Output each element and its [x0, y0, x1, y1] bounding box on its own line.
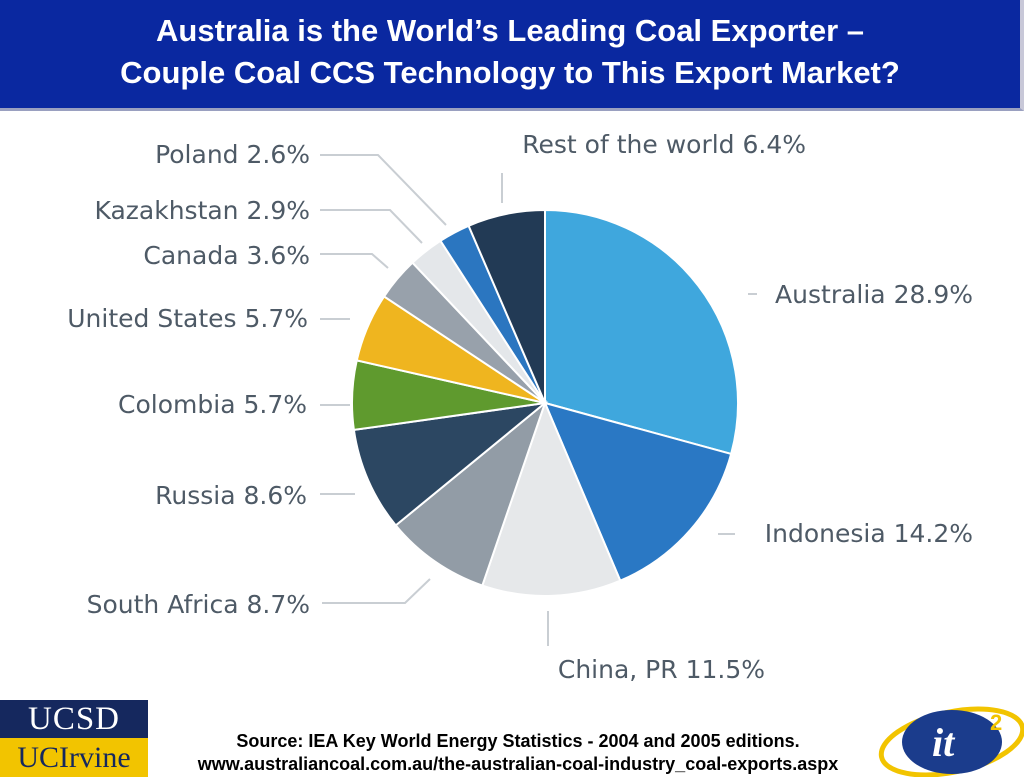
- it2-logo: it 2: [878, 706, 1024, 777]
- pie-slice-4: [394, 399, 548, 587]
- slice-label-1: Australia 28.9%: [775, 280, 973, 309]
- source-url: www.australiancoal.com.au/the-australian…: [197, 754, 839, 774]
- slice-label-11: Rest of the world 6.4%: [522, 130, 806, 159]
- slice-label-9: Kazakhstan 2.9%: [95, 196, 311, 225]
- pie-slice-5: [352, 401, 549, 527]
- page-title-line-2: Couple Coal CCS Technology to This Expor…: [120, 55, 900, 90]
- pie-slice-3: [481, 400, 622, 597]
- slice-label-3: China, PR 11.5%: [558, 655, 765, 684]
- leader-line-10: [320, 154, 447, 226]
- page-title-line-1: Australia is the World’s Leading Coal Ex…: [156, 13, 864, 48]
- it-logo-text: it: [932, 720, 956, 765]
- leader-line-4: [322, 578, 431, 604]
- slice-label-6: Colombia 5.7%: [118, 390, 307, 419]
- ucsd-logo: UCSD: [0, 700, 148, 738]
- title-bar: Australia is the World’s Leading Coal Ex…: [0, 0, 1024, 111]
- slice-label-2: Indonesia 14.2%: [765, 519, 973, 548]
- slice-label-10: Poland 2.6%: [155, 140, 310, 169]
- pie-chart: Australia 28.9% Indonesia 14.2% China, PR …: [67, 130, 973, 684]
- slice-label-4: South Africa 8.7%: [87, 590, 310, 619]
- pie-slice-2: [543, 401, 733, 583]
- it-logo-superscript: 2: [990, 710, 1002, 735]
- slice-label-8: Canada 3.6%: [143, 241, 310, 270]
- slice-label-7: United States 5.7%: [67, 304, 308, 333]
- leader-line-8: [320, 253, 389, 269]
- source-note: Source: IEA Key World Energy Statistics …: [148, 730, 888, 776]
- source-citation: Source: IEA Key World Energy Statistics …: [236, 731, 800, 751]
- leader-line-9: [320, 209, 423, 244]
- pie-slice-1: [544, 208, 739, 456]
- pie-slice-11: [467, 208, 546, 404]
- slice-label-5: Russia 8.6%: [155, 481, 307, 510]
- ucirvine-logo: UCIrvine: [0, 738, 148, 777]
